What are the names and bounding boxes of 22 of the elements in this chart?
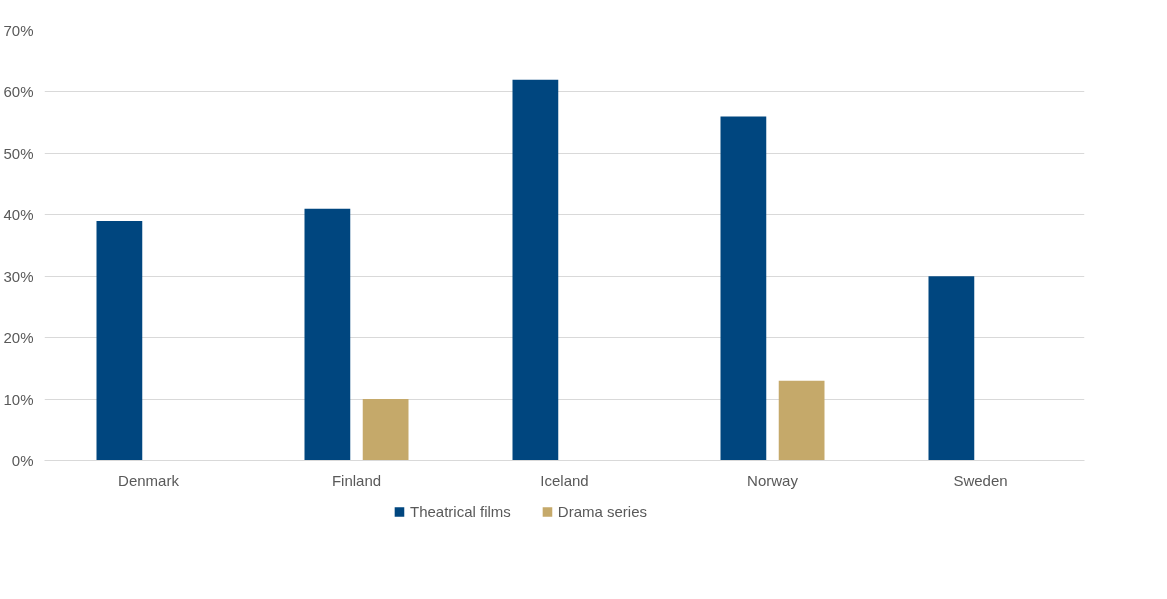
bar: [512, 79, 559, 461]
bar: [720, 116, 767, 461]
x-tick-label: Iceland: [540, 471, 589, 489]
bar: [928, 276, 975, 461]
x-tick-label: Sweden: [953, 471, 1008, 489]
y-tick-label: 0%: [11, 452, 34, 469]
x-tick-label: Norway: [747, 471, 799, 489]
bar: [362, 399, 409, 461]
y-tick-label: 60%: [3, 83, 34, 101]
y-tick-label: 70%: [3, 22, 34, 39]
bar: [304, 208, 351, 461]
y-tick-label: 10%: [3, 390, 34, 408]
legend-label: Drama series: [557, 502, 648, 520]
bar: [96, 220, 143, 461]
y-tick-label: 40%: [3, 206, 34, 224]
x-tick-label: Finland: [331, 471, 382, 489]
x-tick-label: Denmark: [118, 471, 180, 489]
y-tick-label: 50%: [3, 144, 34, 162]
y-tick-label: 20%: [3, 329, 34, 347]
y-tick-label: 30%: [3, 267, 34, 285]
legend-label: Theatrical films: [409, 502, 511, 520]
bar: [778, 380, 825, 461]
